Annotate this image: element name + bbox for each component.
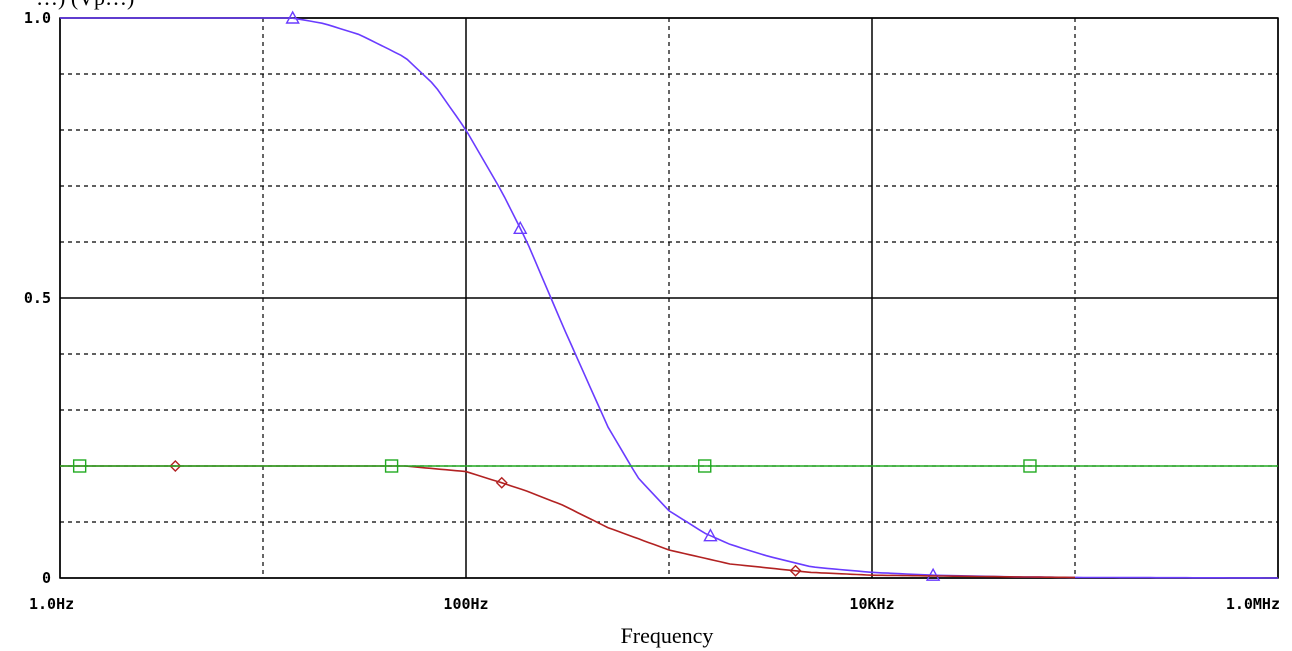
series-triangle xyxy=(60,10,1278,581)
x-axis-title: Frequency xyxy=(621,623,714,648)
x-tick-label: 100Hz xyxy=(443,595,488,613)
diamond-marker xyxy=(789,564,802,577)
x-tick-label: 1.0Hz xyxy=(29,595,74,613)
tick-labels: 1.0Hz 100Hz 10KHz 1.0MHz 0 0.5 1.0 xyxy=(24,9,1280,613)
grid xyxy=(59,17,1279,579)
x-tick-label: 1.0MHz xyxy=(1226,595,1280,613)
y-tick-label: 1.0 xyxy=(24,9,51,27)
square-marker xyxy=(72,459,87,473)
x-tick-label: 10KHz xyxy=(849,595,894,613)
square-marker xyxy=(384,459,399,473)
triangle-marker xyxy=(703,528,718,542)
y-tick-label: 0.5 xyxy=(24,289,51,307)
diamond-marker xyxy=(495,476,508,489)
series-square xyxy=(60,459,1278,473)
series-diamond xyxy=(60,460,1075,579)
triangle-marker xyxy=(285,10,300,24)
top-clipped-label: …) (Vp…) xyxy=(36,0,134,10)
triangle-marker xyxy=(513,220,528,235)
y-tick-label: 0 xyxy=(42,569,51,587)
square-marker xyxy=(1023,459,1037,473)
diamond-marker xyxy=(169,460,182,472)
triangle-marker xyxy=(925,567,941,581)
square-marker xyxy=(698,459,712,473)
series-layer xyxy=(60,10,1278,581)
